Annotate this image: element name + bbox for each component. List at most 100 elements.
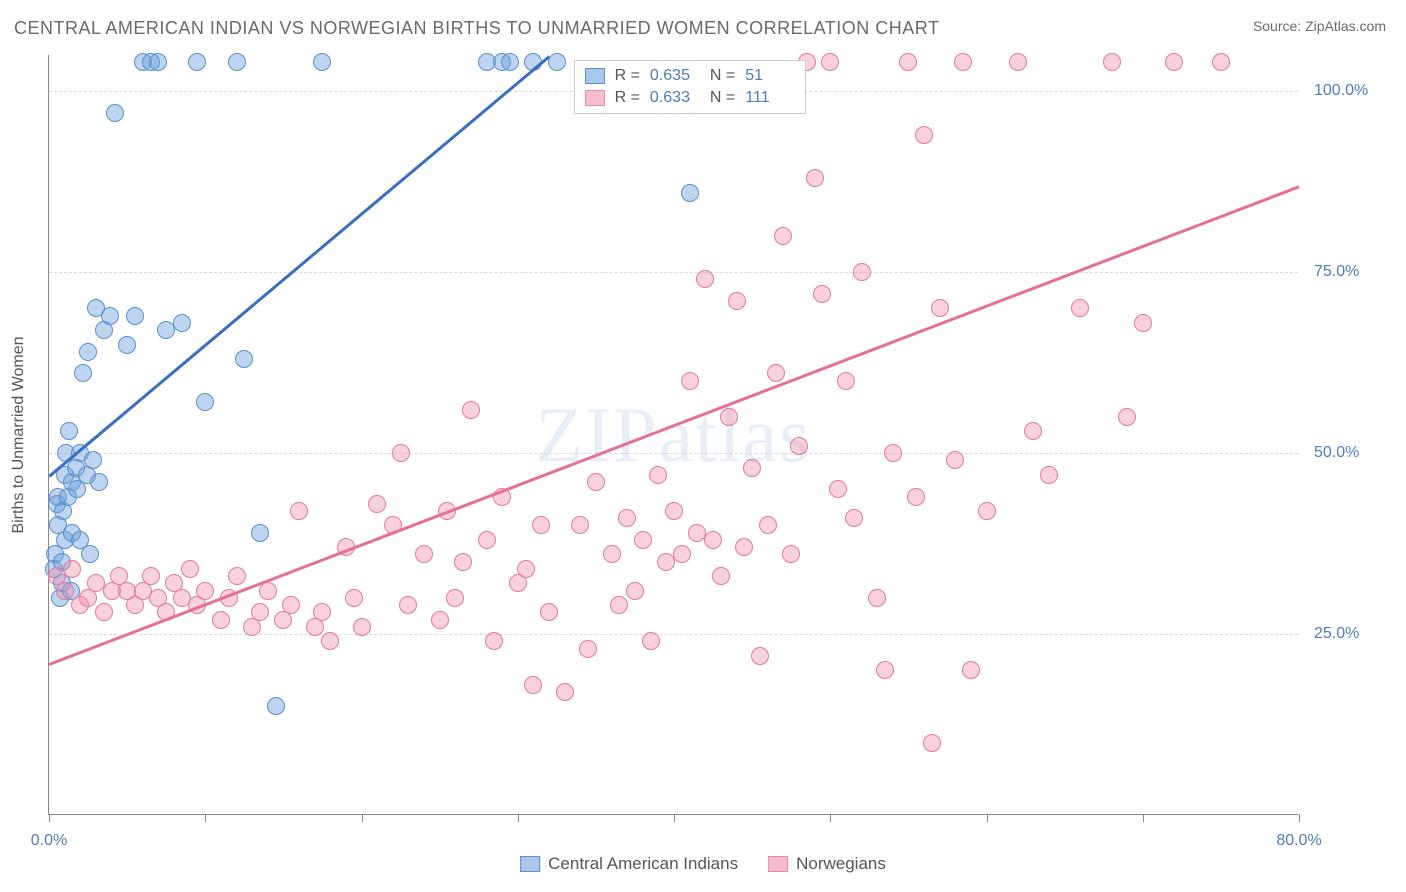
- scatter-point: [743, 459, 761, 477]
- scatter-point: [657, 553, 675, 571]
- scatter-point: [720, 408, 738, 426]
- scatter-point: [90, 473, 108, 491]
- scatter-point: [118, 336, 136, 354]
- chart-title: CENTRAL AMERICAN INDIAN VS NORWEGIAN BIR…: [14, 18, 939, 39]
- scatter-point: [540, 603, 558, 621]
- y-tick-label: 100.0%: [1314, 82, 1394, 100]
- scatter-point: [228, 53, 246, 71]
- scatter-point: [978, 502, 996, 520]
- scatter-point: [931, 299, 949, 317]
- scatter-point: [353, 618, 371, 636]
- scatter-point: [837, 372, 855, 390]
- scatter-point: [345, 589, 363, 607]
- scatter-point: [446, 589, 464, 607]
- plot-area: ZIPatlas Births to Unmarried Women 25.0%…: [48, 55, 1298, 815]
- scatter-point: [1071, 299, 1089, 317]
- scatter-point: [634, 531, 652, 549]
- x-tick: [49, 814, 50, 822]
- scatter-point: [774, 227, 792, 245]
- scatter-point: [181, 560, 199, 578]
- x-tick: [518, 814, 519, 822]
- x-tick: [1299, 814, 1300, 822]
- scatter-point: [126, 307, 144, 325]
- stats-legend-row: R =0.635N =51: [585, 65, 796, 87]
- scatter-point: [946, 451, 964, 469]
- scatter-point: [1103, 53, 1121, 71]
- scatter-point: [517, 560, 535, 578]
- scatter-point: [485, 632, 503, 650]
- scatter-point: [821, 53, 839, 71]
- scatter-point: [1024, 422, 1042, 440]
- scatter-point: [1212, 53, 1230, 71]
- scatter-point: [290, 502, 308, 520]
- scatter-point: [962, 661, 980, 679]
- scatter-point: [673, 545, 691, 563]
- scatter-point: [478, 531, 496, 549]
- scatter-point: [196, 582, 214, 600]
- scatter-point: [899, 53, 917, 71]
- scatter-point: [212, 611, 230, 629]
- scatter-point: [79, 343, 97, 361]
- scatter-point: [845, 509, 863, 527]
- scatter-point: [923, 734, 941, 752]
- scatter-point: [454, 553, 472, 571]
- scatter-point: [610, 596, 628, 614]
- scatter-point: [1134, 314, 1152, 332]
- scatter-point: [81, 545, 99, 563]
- scatter-point: [399, 596, 417, 614]
- scatter-point: [876, 661, 894, 679]
- scatter-point: [626, 582, 644, 600]
- legend-swatch: [520, 856, 540, 872]
- scatter-point: [907, 488, 925, 506]
- x-tick: [205, 814, 206, 822]
- x-tick-label: 0.0%: [31, 832, 67, 850]
- scatter-point: [618, 509, 636, 527]
- grid-line: [49, 634, 1298, 635]
- scatter-point: [415, 545, 433, 563]
- y-tick-label: 50.0%: [1314, 444, 1394, 462]
- scatter-point: [712, 567, 730, 585]
- scatter-point: [251, 603, 269, 621]
- scatter-point: [56, 582, 74, 600]
- scatter-point: [1040, 466, 1058, 484]
- scatter-point: [63, 560, 81, 578]
- scatter-point: [728, 292, 746, 310]
- grid-line: [49, 453, 1298, 454]
- legend-label: Norwegians: [796, 854, 886, 874]
- scatter-point: [556, 683, 574, 701]
- scatter-point: [74, 364, 92, 382]
- scatter-point: [532, 516, 550, 534]
- scatter-point: [101, 307, 119, 325]
- stats-legend: R =0.635N =51R =0.633N =111: [574, 60, 807, 114]
- scatter-point: [95, 603, 113, 621]
- scatter-point: [790, 437, 808, 455]
- scatter-point: [853, 263, 871, 281]
- y-tick-label: 75.0%: [1314, 263, 1394, 281]
- scatter-point: [649, 466, 667, 484]
- scatter-point: [813, 285, 831, 303]
- scatter-point: [603, 545, 621, 563]
- stat-value-n: 111: [745, 89, 795, 107]
- scatter-point: [1118, 408, 1136, 426]
- scatter-point: [767, 364, 785, 382]
- scatter-point: [579, 640, 597, 658]
- stat-label-n: N =: [710, 67, 735, 85]
- scatter-point: [501, 53, 519, 71]
- scatter-point: [321, 632, 339, 650]
- x-tick: [674, 814, 675, 822]
- scatter-point: [829, 480, 847, 498]
- scatter-point: [868, 589, 886, 607]
- y-axis-label: Births to Unmarried Women: [10, 336, 28, 533]
- x-tick: [830, 814, 831, 822]
- chart-container: CENTRAL AMERICAN INDIAN VS NORWEGIAN BIR…: [0, 0, 1406, 892]
- stat-value-r: 0.633: [650, 89, 700, 107]
- scatter-point: [313, 53, 331, 71]
- scatter-point: [196, 393, 214, 411]
- scatter-point: [392, 444, 410, 462]
- scatter-point: [1165, 53, 1183, 71]
- scatter-point: [782, 545, 800, 563]
- scatter-point: [1009, 53, 1027, 71]
- stat-value-r: 0.635: [650, 67, 700, 85]
- scatter-point: [106, 104, 124, 122]
- scatter-point: [681, 372, 699, 390]
